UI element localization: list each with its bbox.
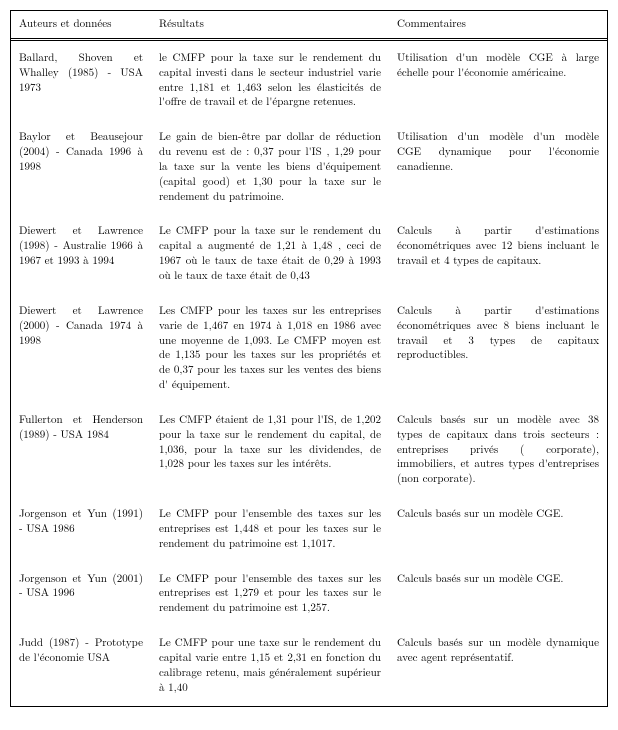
table-row: Baylor et Beausejour (2004) - Canada 199… <box>11 120 607 214</box>
cell-authors: Jorgenson et Yun (1991) - USA 1986 <box>11 503 151 556</box>
cell-authors: Judd (1987) - Prototype de l'économie US… <box>11 632 151 699</box>
header-results: Résultats <box>151 11 389 38</box>
cell-comments: Calculs basés sur un modèle CGE. <box>389 503 607 556</box>
cell-comments: Calculs à partir d'estimations économétr… <box>389 300 607 397</box>
cell-results: Les CMFP pour les taxes sur les entrepri… <box>151 300 389 397</box>
cell-comments: Calculs basés sur un modèle avec 38 type… <box>389 409 607 491</box>
table-header-row: Auteurs et données Résultats Commentaire… <box>11 10 607 39</box>
cell-results: Le CMFP pour la taxe sur le rendement du… <box>151 220 389 287</box>
cell-comments: Calculs basés sur un modèle dynamique av… <box>389 632 607 699</box>
table-row: Diewert et Lawrence (2000) - Canada 1974… <box>11 294 607 403</box>
cell-results: Le gain de bien-être par dollar de réduc… <box>151 126 389 208</box>
cell-authors: Diewert et Lawrence (2000) - Canada 1974… <box>11 300 151 397</box>
results-table: Auteurs et données Résultats Commentaire… <box>10 10 608 707</box>
cell-results: Le CMFP pour une taxe sur le rendement d… <box>151 632 389 699</box>
table-row: Fullerton et Henderson (1989) - USA 1984… <box>11 403 607 497</box>
cell-results: Le CMFP pour l'ensemble des taxes sur le… <box>151 503 389 556</box>
cell-results: Les CMFP étaient de 1,31 pour l'IS, de 1… <box>151 409 389 491</box>
cell-authors: Jorgenson et Yun (2001) - USA 1996 <box>11 568 151 621</box>
table-row: Judd (1987) - Prototype de l'économie US… <box>11 626 607 705</box>
cell-results: le CMFP pour la taxe sur le rendement du… <box>151 47 389 114</box>
table-row: Jorgenson et Yun (2001) - USA 1996 Le CM… <box>11 562 607 627</box>
cell-comments: Calculs basés sur un modèle CGE. <box>389 568 607 621</box>
header-authors: Auteurs et données <box>11 11 151 38</box>
cell-comments: Utilisation d'un modèle d'un modèle CGE … <box>389 126 607 208</box>
header-comments: Commentaires <box>389 11 607 38</box>
cell-authors: Baylor et Beausejour (2004) - Canada 199… <box>11 126 151 208</box>
cell-authors: Fullerton et Henderson (1989) - USA 1984 <box>11 409 151 491</box>
cell-authors: Diewert et Lawrence (1998) - Australie 1… <box>11 220 151 287</box>
table-row: Diewert et Lawrence (1998) - Australie 1… <box>11 214 607 293</box>
table-row: Jorgenson et Yun (1991) - USA 1986 Le CM… <box>11 497 607 562</box>
cell-comments: Utilisation d'un modèle CGE à large éche… <box>389 47 607 114</box>
cell-authors: Ballard, Shoven et Whalley (1985) - USA … <box>11 47 151 114</box>
cell-comments: Calculs à partir d'estimations économétr… <box>389 220 607 287</box>
table-row: Ballard, Shoven et Whalley (1985) - USA … <box>11 41 607 120</box>
cell-results: Le CMFP pour l'ensemble des taxes sur le… <box>151 568 389 621</box>
